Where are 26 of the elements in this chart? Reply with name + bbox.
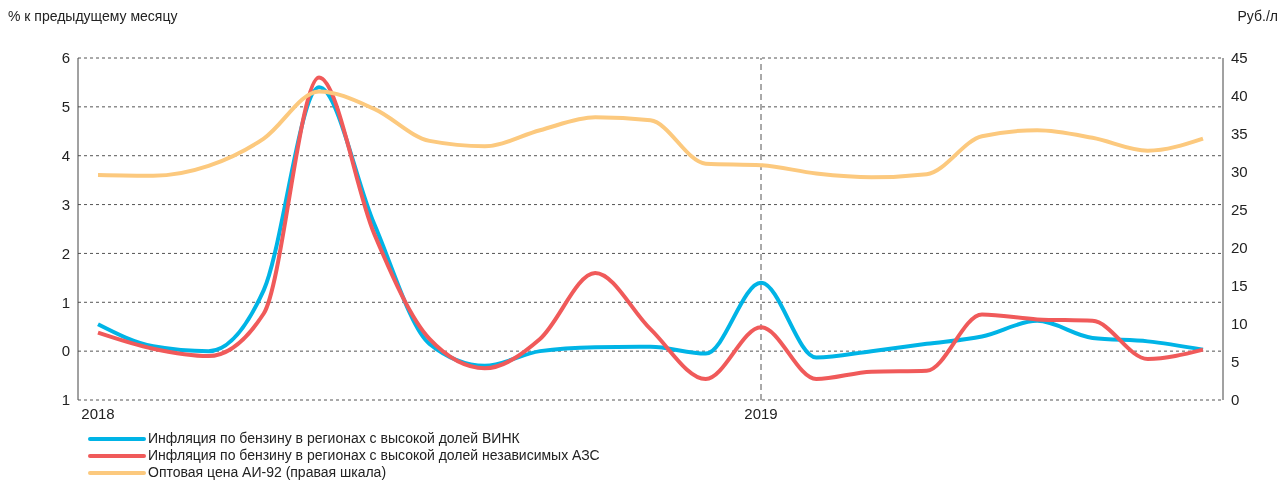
y-tick-label: 1: [61, 293, 70, 311]
y2-tick-label: 25: [1231, 201, 1248, 219]
y2-tick-label: 15: [1231, 277, 1248, 295]
y2-tick-label: 40: [1231, 87, 1248, 105]
y-tick-label: 2: [61, 244, 70, 262]
legend-label: Инфляция по бензину в регионах с высокой долей ВИНК: [148, 430, 520, 447]
y2-tick-label: 45: [1231, 49, 1248, 67]
y-axis-title: % к предыдущему месяцу: [8, 8, 178, 26]
y2-tick-label: 20: [1231, 239, 1248, 257]
y-tick-label: 1: [61, 391, 70, 409]
y2-tick-label: 35: [1231, 125, 1248, 143]
y2-tick-label: 10: [1231, 315, 1248, 333]
y-tick-label: 5: [61, 98, 70, 116]
y-tick-label: 4: [61, 147, 70, 165]
x-tick-label: 2019: [744, 404, 778, 422]
y-tick-label: 0: [61, 342, 70, 360]
y-tick-label: 3: [61, 195, 70, 213]
line-series: [96, 89, 1205, 180]
legend-label: Инфляция по бензину в регионах с высокой долей независимых АЗС: [148, 447, 600, 464]
x-tick-label: 2018: [81, 404, 115, 422]
y2-tick-label: 0: [1231, 391, 1240, 409]
y2-tick-label: 30: [1231, 163, 1248, 181]
y2-tick-label: 5: [1231, 353, 1240, 371]
y2-axis-title: Руб./л: [1237, 8, 1278, 26]
y-tick-label: 6: [61, 49, 70, 67]
legend-label: Оптовая цена АИ-92 (правая шкала): [148, 464, 387, 481]
